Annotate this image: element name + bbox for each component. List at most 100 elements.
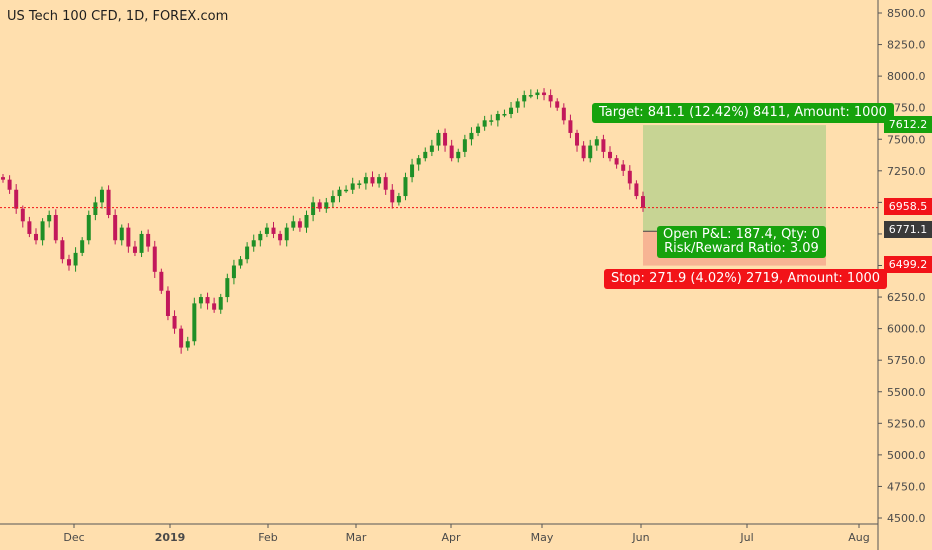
candle-body bbox=[93, 202, 98, 215]
candle-body bbox=[561, 107, 566, 121]
candle-body bbox=[370, 177, 375, 184]
candle-body bbox=[27, 221, 32, 234]
candle-body bbox=[535, 92, 540, 96]
candle-body bbox=[106, 189, 111, 215]
candle-body bbox=[33, 233, 38, 241]
candle-body bbox=[528, 95, 533, 97]
candle-body bbox=[614, 158, 619, 165]
candle-body bbox=[225, 278, 230, 298]
candle-body bbox=[476, 126, 481, 133]
candle-body bbox=[456, 151, 461, 159]
candle-body bbox=[284, 227, 289, 241]
candle-body bbox=[205, 297, 210, 304]
pnl-label: Open P&L: 187.4, Qty: 0 Risk/Reward Rati… bbox=[657, 226, 826, 258]
candle-body bbox=[165, 290, 170, 316]
candle-body bbox=[80, 240, 85, 253]
candle-body bbox=[179, 328, 184, 348]
candle-body bbox=[568, 120, 573, 133]
x-tick-label: May bbox=[531, 531, 554, 544]
candle-body bbox=[337, 189, 342, 197]
candle-body bbox=[357, 183, 362, 185]
candle-body bbox=[522, 95, 527, 102]
candle-body bbox=[258, 233, 263, 241]
candle-body bbox=[495, 114, 500, 121]
candle-body bbox=[278, 233, 283, 241]
x-axis: Dec 2019 Feb Mar Apr May Jun Jul Aug bbox=[0, 523, 878, 544]
candle-body bbox=[53, 215, 58, 241]
candle-body bbox=[304, 215, 309, 228]
candle-body bbox=[627, 170, 632, 184]
candle-body bbox=[429, 145, 434, 152]
candle-body bbox=[47, 215, 52, 222]
y-tick-label: 5500.0 bbox=[887, 386, 926, 399]
candle-body bbox=[146, 233, 151, 247]
candle-body bbox=[436, 132, 441, 146]
candle-body bbox=[344, 189, 349, 192]
candle-body bbox=[449, 145, 454, 159]
target-zone bbox=[643, 125, 826, 232]
candle-body bbox=[7, 179, 12, 190]
y-tick-label: 6000.0 bbox=[887, 323, 926, 336]
candle-body bbox=[1, 177, 5, 180]
candle-body bbox=[20, 208, 25, 222]
candle-body bbox=[462, 139, 467, 152]
y-tick-label: 8500.0 bbox=[887, 7, 926, 20]
last-price-tag: 6958.5 bbox=[884, 198, 932, 215]
candle-body bbox=[515, 101, 520, 108]
candle-body bbox=[14, 189, 19, 209]
x-tick-label: Jul bbox=[739, 531, 753, 544]
candle-body bbox=[152, 246, 157, 272]
candle-body bbox=[410, 164, 415, 178]
x-tick-label: Apr bbox=[441, 531, 461, 544]
candle-body bbox=[482, 120, 487, 127]
target-label: Target: 841.1 (12.42%) 8411, Amount: 100… bbox=[592, 103, 894, 123]
candle-body bbox=[132, 246, 137, 253]
candle-body bbox=[264, 227, 269, 234]
stop-price-tag: 6499.2 bbox=[884, 256, 932, 273]
x-tick-label: Jun bbox=[631, 531, 649, 544]
candle-body bbox=[60, 240, 65, 260]
candle-body bbox=[40, 221, 45, 241]
candle-body bbox=[548, 95, 553, 102]
candle-body bbox=[291, 221, 296, 228]
candle-body bbox=[396, 196, 401, 203]
candle-body bbox=[594, 139, 599, 146]
candle-body bbox=[403, 177, 408, 197]
candle-body bbox=[363, 177, 368, 184]
candle-body bbox=[119, 227, 124, 241]
candle-body bbox=[99, 189, 104, 203]
candle-body bbox=[159, 271, 164, 291]
x-tick-label: Dec bbox=[63, 531, 84, 544]
candle-body bbox=[212, 303, 217, 310]
risk-reward-text: Risk/Reward Ratio: 3.09 bbox=[664, 241, 819, 256]
candle-body bbox=[423, 151, 428, 159]
candle-body bbox=[231, 265, 236, 279]
candle-body bbox=[502, 114, 507, 116]
candle-body bbox=[634, 183, 639, 197]
candle-body bbox=[621, 164, 626, 171]
y-tick-label: 7500.0 bbox=[887, 133, 926, 146]
x-tick-label: 2019 bbox=[155, 531, 186, 544]
candle-body bbox=[390, 189, 395, 203]
y-tick-label: 8250.0 bbox=[887, 39, 926, 52]
chart-title: US Tech 100 CFD, 1D, FOREX.com bbox=[7, 9, 229, 24]
candle-body bbox=[311, 202, 316, 215]
candle-body bbox=[377, 177, 382, 184]
y-tick-label: 4750.0 bbox=[887, 480, 926, 493]
candle-body bbox=[608, 151, 613, 159]
y-tick-label: 4500.0 bbox=[887, 512, 926, 525]
y-tick-label: 7250.0 bbox=[887, 165, 926, 178]
x-tick-label: Aug bbox=[848, 531, 869, 544]
candle-body bbox=[383, 177, 388, 190]
candle-body bbox=[86, 215, 91, 241]
open-pnl-text: Open P&L: 187.4, Qty: 0 bbox=[663, 227, 820, 242]
candle-body bbox=[555, 101, 560, 108]
stop-label: Stop: 271.9 (4.02%) 2719, Amount: 1000 bbox=[604, 269, 888, 289]
candle-body bbox=[139, 233, 144, 253]
candle-body bbox=[245, 246, 250, 260]
y-tick-label: 5750.0 bbox=[887, 354, 926, 367]
candle-body bbox=[113, 215, 118, 241]
candle-body bbox=[324, 202, 329, 209]
x-tick-label: Mar bbox=[346, 531, 367, 544]
candle-body bbox=[198, 297, 203, 304]
